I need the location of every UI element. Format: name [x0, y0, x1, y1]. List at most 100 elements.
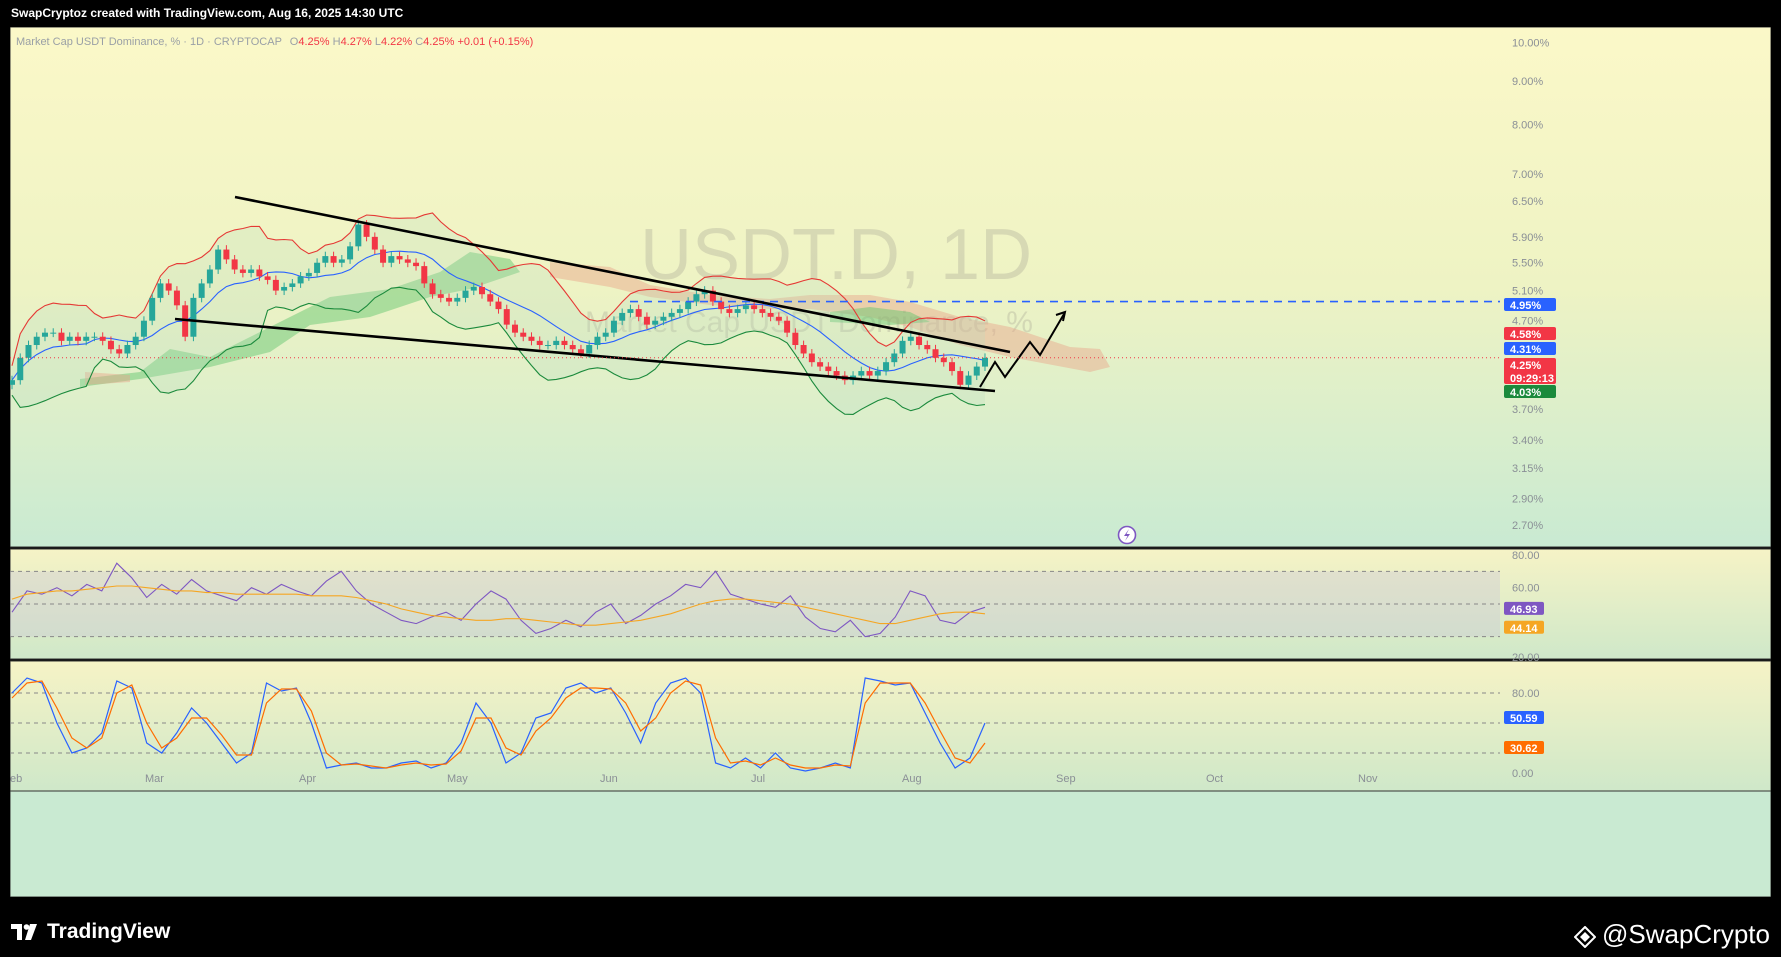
price-tag [1504, 358, 1556, 384]
candle-body [173, 290, 180, 306]
candle-body [314, 262, 321, 273]
flash-icon[interactable] [1117, 525, 1137, 545]
candle-body [899, 340, 906, 354]
price-tick-label: 5.50% [1512, 258, 1543, 270]
candle-body [363, 224, 370, 237]
bb-fill [12, 213, 985, 415]
candle-body [297, 276, 304, 284]
candle-body [470, 286, 477, 291]
candle-body [140, 320, 147, 337]
candle-body [627, 309, 634, 313]
candle-body [800, 345, 807, 354]
stoch-tag [1504, 711, 1544, 724]
candle-body [446, 297, 453, 302]
time-axis-panel[interactable] [10, 790, 1771, 897]
candle-body [594, 336, 601, 346]
price-tag [1504, 298, 1556, 311]
time-tick-label: Apr [299, 773, 316, 785]
candle-body [561, 340, 568, 346]
candle-body [759, 309, 766, 313]
header-credit: SwapCryptoz created with TradingView.com… [11, 6, 404, 20]
candle-body [190, 297, 197, 337]
time-tick-label: May [447, 773, 468, 785]
chart-frame[interactable]: USDT.D, 1D Market Cap USDT Dominance, % … [10, 27, 1771, 897]
candle-body [668, 312, 675, 317]
candle-body [586, 345, 593, 354]
price-tag-label: 4.03% [1510, 387, 1541, 399]
price-tick-label: 3.70% [1512, 404, 1543, 416]
candle-body [866, 371, 873, 376]
candle-body [50, 332, 57, 334]
rsi-tick-label: 60.00 [1512, 583, 1540, 595]
countdown-label: 09:29:13 [1510, 373, 1554, 385]
stoch-tag [1504, 741, 1544, 754]
low-label: L [374, 36, 381, 48]
candle-body [751, 305, 758, 310]
brand-text: @SwapCrypto [1601, 919, 1770, 949]
candle-body [536, 340, 543, 346]
high-label: H [332, 36, 341, 48]
time-tick-label: Jul [751, 773, 765, 785]
candle-body [949, 362, 956, 372]
stoch-panel[interactable] [10, 660, 1771, 792]
candle-body [957, 371, 964, 385]
candle-body [619, 312, 626, 321]
rsi-tag-label: 44.14 [1510, 623, 1538, 635]
price-tick-label: 4.70% [1512, 316, 1543, 328]
price-tag [1504, 385, 1556, 398]
legend-symbol: Market Cap USDT Dominance, % · 1D · CRYP… [16, 36, 282, 48]
time-axis: eb Mar Apr May Jun Jul Aug Sep Oct Nov [10, 773, 1378, 785]
candle-body [289, 283, 296, 287]
high-value: 4.27% [340, 36, 372, 48]
candle-body [322, 256, 329, 263]
stoch-tick-label: 80.00 [1512, 688, 1540, 700]
candle-body [10, 380, 15, 385]
wedge-upper-line [234, 195, 1011, 354]
candle-body [33, 336, 40, 346]
candle-body [767, 312, 774, 317]
candle-body [610, 320, 617, 333]
price-tag [1504, 327, 1556, 340]
candle-body [577, 349, 584, 354]
candle-body [107, 340, 114, 350]
candle-body [462, 290, 469, 298]
candle-body [709, 290, 716, 302]
candle-body [982, 357, 988, 367]
low-value: 4.22% [380, 36, 413, 48]
price-panel[interactable] [10, 27, 1771, 548]
candle-body [685, 301, 692, 310]
open-label: O [289, 36, 299, 48]
candle-body [825, 366, 832, 372]
candle-body [413, 262, 420, 267]
price-tags: 4.95% 4.58% 4.31% 4.25%09:29:13 4.03% [1504, 298, 1556, 399]
candle-body [718, 301, 725, 310]
candle-body [25, 345, 32, 358]
chart-canvas[interactable]: USDT.D, 1D Market Cap USDT Dominance, % … [10, 27, 1771, 897]
candle-body [215, 249, 222, 270]
candle-body [792, 332, 799, 346]
tradingview-logo[interactable]: TradingView [11, 920, 170, 944]
stoch-tag-label: 30.62 [1510, 743, 1538, 755]
candle-body [693, 294, 700, 302]
rsi-indicator: 80.00 60.00 20.00 46.93 44.14 [10, 550, 1544, 664]
time-tick-label: eb [10, 773, 22, 785]
price-tick-label: 5.10% [1512, 286, 1543, 298]
candle-body [676, 309, 683, 313]
candle-body [973, 366, 980, 376]
candle-body [66, 336, 73, 341]
price-tick-label: 6.50% [1512, 196, 1543, 208]
candle-body [347, 246, 354, 260]
candle-body [223, 249, 230, 260]
candle-body [198, 283, 205, 298]
candle-body [924, 345, 931, 350]
candle-body [74, 336, 81, 341]
candle-body [371, 236, 378, 250]
rsi-series-line [11, 562, 986, 638]
candle-body [248, 269, 255, 273]
time-tick-label: Oct [1206, 773, 1223, 785]
candle-body [281, 286, 288, 291]
rsi-tick-label: 80.00 [1512, 550, 1540, 562]
time-tick-label: Jun [600, 773, 618, 785]
chart-legend: Market Cap USDT Dominance, % · 1D · CRYP… [16, 36, 533, 48]
candle-body [701, 290, 708, 295]
